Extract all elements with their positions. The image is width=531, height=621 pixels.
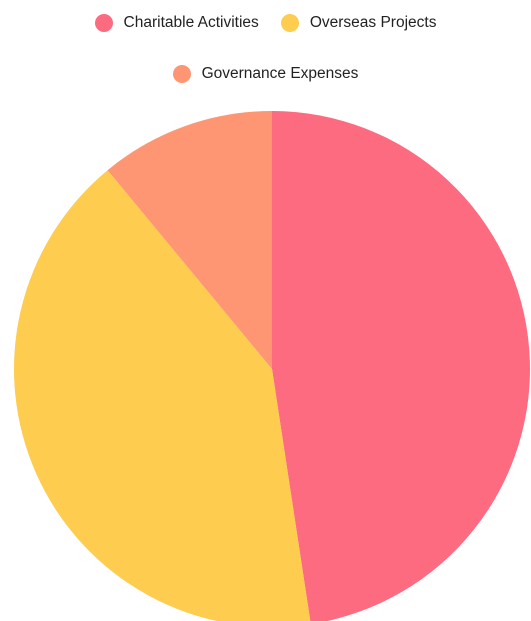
pie-slice-overseas-projects[interactable] — [14, 170, 311, 621]
legend-item-overseas-projects[interactable]: Overseas Projects — [280, 14, 437, 32]
legend-label: Overseas Projects — [309, 14, 437, 31]
legend-label: Governance Expenses — [201, 65, 359, 82]
legend-swatch — [280, 14, 299, 32]
pie-slice-governance-expenses[interactable] — [107, 111, 272, 369]
chart-legend-row-2: Governance Expenses — [0, 62, 531, 86]
legend-item-charitable-activities[interactable]: Charitable Activities — [94, 14, 259, 32]
legend-swatch — [172, 65, 191, 83]
legend-swatch — [94, 14, 113, 32]
legend-label: Charitable Activities — [123, 14, 259, 31]
chart-legend: Charitable Activities Overseas Projects — [0, 11, 531, 35]
legend-item-governance-expenses[interactable]: Governance Expenses — [172, 65, 359, 83]
pie-slice-charitable-activities[interactable] — [272, 111, 530, 621]
